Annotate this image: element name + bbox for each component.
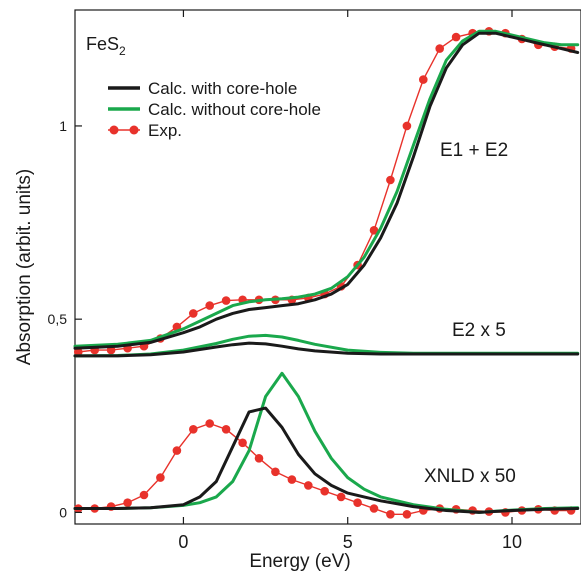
data-point-experiment [205,301,214,310]
data-point-experiment [172,446,182,455]
legend-label-with-core-hole: Calc. with core-hole [148,79,297,98]
data-point-experiment [386,175,395,185]
data-point-experiment [254,454,264,463]
data-point-experiment [271,467,280,477]
compound-label-main: FeS [86,34,119,54]
data-point-experiment [189,309,198,318]
data-point-experiment [386,510,395,519]
legend-label-without-core-hole: Calc. without core-hole [148,100,321,119]
data-point-experiment [287,475,297,484]
data-point-experiment [419,75,428,84]
data-point-experiment [238,438,247,448]
y-tick-label: 0,5 [48,311,68,327]
legend-marker-experiment [129,125,139,135]
legend-marker-experiment [109,125,119,135]
y-axis-label: Absorption (arbit. units) [14,169,35,365]
data-point-experiment [304,481,313,490]
series-line-with-core-hole [73,406,580,514]
compound-label: FeS2 [86,34,126,58]
plot-frame [74,9,581,525]
data-point-experiment [189,425,198,434]
legend-label-experiment: Exp. [148,121,182,140]
data-point-experiment [205,419,214,428]
data-point-experiment [402,121,412,131]
x-tick-label: 5 [343,532,353,552]
annotation-xnld: XNLD x 50 [424,466,516,487]
x-axis-label: Energy (eV) [249,551,350,572]
data-point-experiment [402,510,412,519]
data-point-experiment [156,473,165,482]
data-point-experiment [221,296,231,305]
annotation-e2: E2 x 5 [452,320,506,341]
legend: Calc. with core-hole Calc. without core-… [108,79,321,140]
data-point-experiment [74,347,83,357]
annotation-e1-e2: E1 + E2 [440,140,508,161]
series-layer [73,27,580,519]
y-tick-label: 1 [59,118,67,134]
x-tick-label: 0 [178,532,188,552]
data-point-experiment [221,425,231,434]
axis-layer: 0 5 10 0 0,5 1 [48,10,522,552]
data-point-experiment [353,498,362,508]
compound-label-subscript: 2 [119,44,126,58]
x-tick-label: 10 [502,532,522,552]
y-tick-label: 0 [59,504,67,520]
series-line-without-core-hole [73,29,580,348]
series-line-with-core-hole [73,31,580,350]
data-point-experiment [435,44,445,53]
data-point-experiment [123,498,132,508]
data-point-experiment [320,486,330,496]
data-point-experiment [139,490,149,500]
data-point-experiment [369,504,379,513]
data-point-experiment [369,226,379,235]
series-line-with-core-hole [73,341,580,358]
data-point-experiment [336,492,346,502]
data-point-experiment [451,32,461,42]
